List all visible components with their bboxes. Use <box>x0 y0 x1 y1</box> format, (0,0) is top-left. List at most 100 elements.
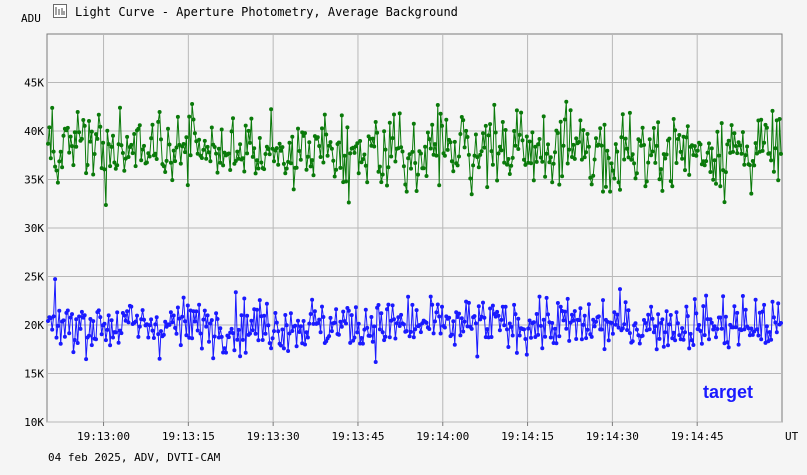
data-point <box>336 332 341 337</box>
data-point <box>221 163 226 168</box>
data-point <box>448 140 453 145</box>
data-point <box>215 317 220 321</box>
data-point <box>605 148 610 153</box>
data-point <box>290 329 295 333</box>
data-point <box>159 137 163 142</box>
data-point <box>195 151 200 156</box>
data-point <box>67 331 72 336</box>
data-point <box>192 131 197 136</box>
data-point <box>705 150 710 155</box>
data-point <box>670 336 675 341</box>
data-point <box>318 330 323 335</box>
data-point <box>517 333 522 338</box>
data-point <box>442 325 447 330</box>
data-point <box>315 135 320 140</box>
data-point <box>288 311 293 316</box>
data-point <box>473 321 478 326</box>
data-point <box>533 144 538 149</box>
data-point <box>585 132 590 136</box>
data-point <box>752 163 757 168</box>
data-point <box>294 165 299 170</box>
data-point <box>712 158 717 163</box>
data-point <box>616 325 621 330</box>
data-point <box>437 314 442 319</box>
data-point <box>596 314 601 319</box>
data-point <box>505 162 509 167</box>
grid-layer <box>47 34 782 423</box>
data-point <box>451 169 456 174</box>
data-point <box>150 122 155 127</box>
data-point <box>722 200 727 205</box>
data-point <box>570 312 574 317</box>
data-point <box>298 324 303 329</box>
data-point <box>126 155 131 159</box>
data-point <box>627 110 632 115</box>
data-point <box>379 311 384 316</box>
data-point <box>488 122 493 127</box>
data-point <box>325 153 330 158</box>
data-point <box>312 309 317 314</box>
data-point <box>253 171 258 176</box>
data-point <box>530 130 535 135</box>
data-point <box>735 151 740 156</box>
data-point <box>490 303 495 308</box>
data-point <box>603 184 608 189</box>
data-point <box>260 338 265 342</box>
data-point <box>591 173 596 178</box>
data-point <box>629 157 634 162</box>
data-point <box>74 144 79 149</box>
data-point <box>255 307 259 312</box>
tick-layer: 10K 15K 20K 25K 30K 35K 40K 45K 19:13:00 19:13:15… <box>24 77 724 444</box>
data-point <box>274 146 279 151</box>
data-point <box>756 333 761 338</box>
data-point <box>348 340 353 345</box>
data-point <box>263 152 268 156</box>
data-point <box>709 146 714 151</box>
data-point <box>373 360 378 364</box>
data-point <box>427 327 432 331</box>
data-point <box>383 147 388 152</box>
data-point <box>106 142 111 147</box>
data-point <box>204 324 209 329</box>
data-point <box>598 126 603 131</box>
window-title: Light Curve - Aperture Photometry, Avera… <box>75 5 458 19</box>
data-point <box>103 203 108 207</box>
data-point <box>349 313 354 318</box>
data-point <box>89 343 94 348</box>
data-point <box>194 309 199 314</box>
data-point <box>78 326 83 331</box>
chart-icon[interactable] <box>53 4 67 18</box>
data-point <box>130 151 135 156</box>
data-point <box>310 297 315 302</box>
footer-info: 04 feb 2025, ADV, DVTI-CAM <box>48 451 221 464</box>
data-point <box>351 338 356 343</box>
data-point <box>714 181 718 186</box>
data-point <box>269 346 274 351</box>
data-point <box>329 329 334 334</box>
data-point <box>747 163 752 168</box>
data-point <box>571 318 576 323</box>
data-point <box>651 330 656 335</box>
data-point <box>109 318 114 323</box>
data-point <box>248 331 252 336</box>
data-point <box>602 122 607 127</box>
data-point <box>401 322 406 327</box>
y-axis-label: ADU <box>21 12 41 25</box>
data-point <box>317 317 322 322</box>
data-point <box>540 346 545 351</box>
data-point <box>742 327 747 332</box>
data-point <box>266 323 271 328</box>
data-point <box>413 161 418 165</box>
data-point <box>690 338 694 343</box>
data-point <box>476 304 481 309</box>
data-point <box>328 315 333 320</box>
data-point <box>736 140 741 145</box>
data-point <box>565 296 570 301</box>
data-point <box>156 332 161 337</box>
data-point <box>209 125 214 130</box>
data-point <box>191 117 196 122</box>
data-point <box>98 124 103 129</box>
data-point <box>671 117 676 121</box>
data-point <box>153 322 158 327</box>
